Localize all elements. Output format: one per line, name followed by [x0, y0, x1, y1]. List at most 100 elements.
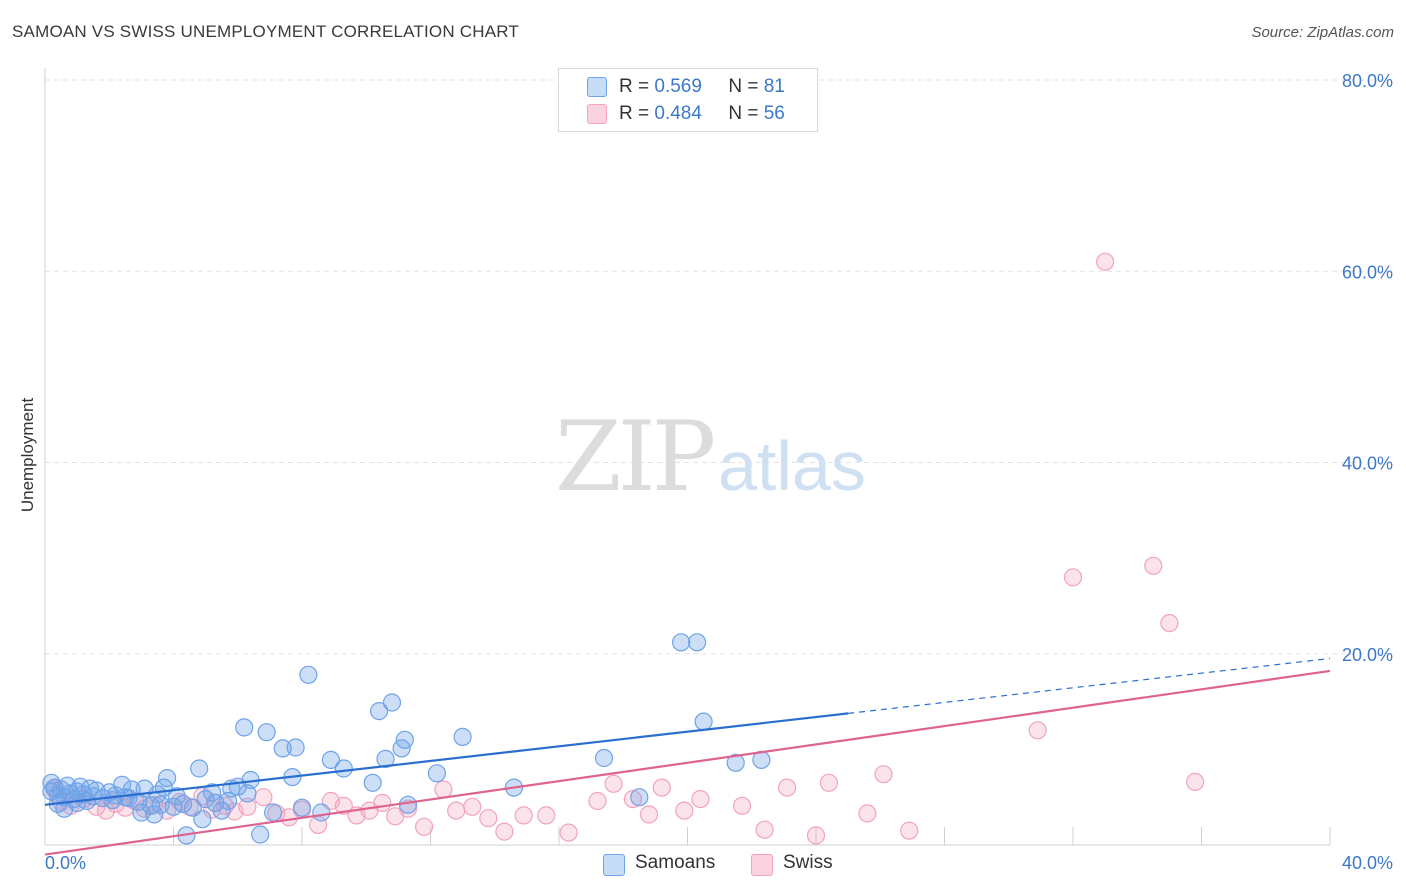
- samoans-trend-extension: [848, 657, 1331, 714]
- samoans-point: [395, 730, 414, 749]
- samoans-point: [219, 791, 238, 811]
- swiss-point: [623, 789, 643, 809]
- samoans-point: [257, 723, 276, 742]
- swiss-point: [434, 780, 453, 799]
- samoans-swatch: [587, 77, 607, 97]
- grid-layer: [45, 79, 1392, 655]
- swiss-point: [514, 806, 533, 825]
- swiss-legend-label: Swiss: [783, 852, 833, 873]
- samoans-point: [193, 810, 212, 829]
- swiss-point: [463, 797, 482, 816]
- swiss-point: [415, 817, 434, 836]
- swiss-point: [1160, 613, 1179, 633]
- samoans-point: [190, 759, 209, 778]
- samoans-point: [299, 665, 318, 684]
- swiss-trend-line: [44, 669, 1331, 856]
- samoans-point: [158, 768, 177, 788]
- r-value: 0.569: [654, 76, 702, 97]
- samoans-point: [687, 633, 707, 652]
- samoans-point: [148, 785, 167, 804]
- n-value: 81: [763, 76, 785, 97]
- n-label: N =: [728, 76, 759, 97]
- samoans-legend-swatch: [603, 854, 625, 876]
- samoans-point: [273, 739, 292, 758]
- swiss-legend-swatch: [751, 854, 773, 876]
- source-label: Source: ZipAtlas.com: [1251, 24, 1394, 41]
- swiss-point: [691, 789, 710, 809]
- swiss-point: [447, 801, 466, 820]
- samoans-point: [238, 784, 257, 803]
- samoans-legend-label: Samoans: [635, 852, 716, 873]
- legend-samoans-stats: R = 0.569 N = 81: [619, 76, 785, 98]
- samoans-point: [363, 773, 382, 792]
- axis-layer: [44, 68, 1331, 846]
- samoans-trend-line: [44, 712, 849, 806]
- r-label: R =: [619, 103, 650, 124]
- points-layer: [42, 252, 1205, 845]
- swiss-point: [559, 823, 578, 842]
- swiss-point: [900, 821, 919, 840]
- samoans-point: [196, 789, 215, 809]
- x-tick-label: 0.0%: [45, 853, 86, 873]
- swiss-point: [858, 804, 877, 823]
- samoans-point: [694, 712, 713, 731]
- samoans-point: [42, 773, 61, 792]
- swiss-point: [495, 822, 514, 841]
- watermark: ZIP atlas: [555, 401, 866, 513]
- swiss-point: [755, 820, 774, 839]
- r-value: 0.484: [654, 103, 702, 124]
- swiss-point: [732, 796, 752, 815]
- swiss-point: [334, 796, 353, 815]
- swiss-point: [777, 778, 797, 797]
- samoans-point: [376, 749, 395, 769]
- watermark-atlas: atlas: [718, 427, 866, 505]
- swiss-point: [1028, 721, 1047, 740]
- samoans-point: [264, 803, 283, 822]
- samoans-point: [235, 718, 254, 737]
- samoans-point: [398, 795, 418, 814]
- samoans-point: [382, 693, 402, 712]
- y-tick-label: 20.0%: [1342, 645, 1393, 665]
- samoans-point: [427, 764, 446, 783]
- samoans-point: [174, 794, 193, 814]
- y-tick-label: 40.0%: [1342, 454, 1393, 474]
- swiss-point: [254, 788, 273, 807]
- swiss-point: [1185, 772, 1205, 792]
- swiss-point: [819, 773, 839, 792]
- samoans-point: [671, 633, 691, 652]
- samoans-point: [334, 759, 353, 778]
- chart-title: SAMOAN VS SWISS UNEMPLOYMENT CORRELATION…: [12, 22, 519, 41]
- swiss-point: [373, 793, 392, 813]
- n-label: N =: [728, 103, 759, 124]
- samoans-point: [370, 701, 389, 721]
- legend-swiss-stats: R = 0.484 N = 56: [619, 103, 785, 125]
- correlation-legend: R = 0.569 N = 81 R = 0.484 N = 56: [558, 68, 818, 132]
- swiss-point: [537, 806, 556, 825]
- samoans-point: [630, 788, 649, 807]
- samoans-point: [286, 738, 305, 757]
- swiss-point: [1095, 252, 1115, 271]
- watermark-zip: ZIP: [555, 401, 714, 513]
- n-value: 56: [763, 103, 785, 124]
- swiss-point: [639, 805, 659, 824]
- samoans-point: [212, 801, 231, 820]
- samoans-point: [251, 825, 270, 844]
- swiss-point: [652, 778, 671, 797]
- samoans-point: [203, 783, 222, 802]
- samoans-point: [145, 805, 164, 824]
- samoans-point: [312, 803, 331, 822]
- swiss-point: [675, 801, 694, 820]
- swiss-point: [1144, 556, 1163, 575]
- swiss-point: [398, 799, 418, 818]
- x-tick-label: 40.0%: [1342, 853, 1393, 873]
- tick-label-layer: 20.0% 40.0% 60.0% 80.0% 0.0% 40.0%: [45, 71, 1393, 873]
- samoans-point: [321, 750, 340, 770]
- y-tick-label: 60.0%: [1342, 262, 1393, 282]
- samoans-point: [119, 788, 138, 808]
- swiss-swatch: [587, 104, 607, 124]
- swiss-point: [588, 791, 607, 811]
- swiss-point: [238, 797, 257, 816]
- swiss-point: [874, 765, 893, 784]
- samoans-point: [594, 748, 614, 768]
- swiss-point: [479, 809, 498, 828]
